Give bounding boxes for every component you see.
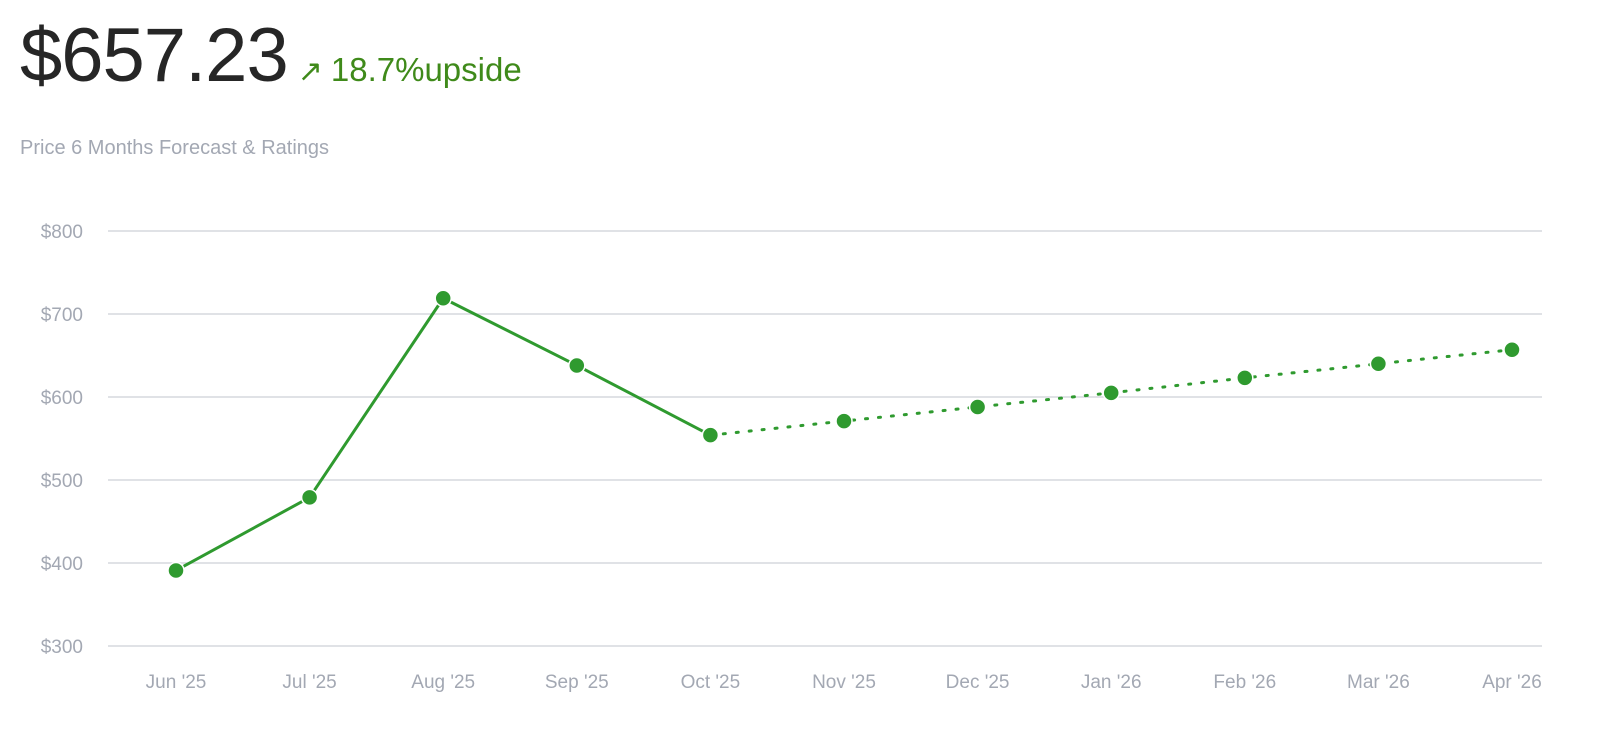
data-point[interactable]	[1503, 340, 1521, 359]
data-point[interactable]	[300, 488, 319, 507]
data-point[interactable]	[1102, 384, 1120, 402]
y-tick-label: $800	[41, 222, 83, 243]
y-tick-label: $400	[41, 554, 83, 575]
data-point[interactable]	[1369, 355, 1388, 373]
x-tick-label: Mar '26	[1347, 672, 1410, 693]
trend-up-arrow-icon: ↗	[297, 55, 323, 88]
x-tick-label: Oct '25	[681, 672, 741, 693]
y-tick-label: $700	[41, 305, 83, 326]
upside-label: upside	[424, 51, 522, 88]
y-axis: $300 $400 $500 $600 $700 $800	[41, 222, 83, 658]
history-line	[175, 296, 712, 572]
x-tick-label: Sep '25	[545, 672, 609, 693]
x-tick-label: Nov '25	[812, 672, 876, 693]
x-axis: Jun '25 Jul '25 Aug '25 Sep '25 Oct '25 Nov '…	[146, 672, 1542, 693]
series-lines	[175, 296, 1514, 572]
x-tick-label: Dec '25	[946, 672, 1010, 693]
data-point[interactable]	[1236, 369, 1254, 387]
data-point[interactable]	[568, 356, 586, 375]
x-tick-label: Aug '25	[411, 672, 475, 693]
upside-percent: 18.7%	[330, 51, 425, 88]
y-tick-label: $600	[41, 388, 83, 409]
series-points	[167, 289, 1521, 580]
data-point[interactable]	[434, 289, 452, 307]
data-point[interactable]	[701, 426, 720, 444]
x-tick-label: Feb '26	[1213, 672, 1276, 693]
x-tick-label: Jan '26	[1081, 672, 1142, 693]
y-tick-label: $500	[41, 471, 83, 492]
x-tick-label: Jun '25	[146, 672, 207, 693]
x-tick-label: Apr '26	[1482, 672, 1542, 693]
y-tick-label: $300	[41, 637, 83, 658]
data-point[interactable]	[167, 561, 185, 580]
data-point[interactable]	[835, 412, 853, 430]
data-point[interactable]	[968, 398, 987, 416]
grid-lines	[108, 230, 1542, 647]
chart-subtitle: Price 6 Months Forecast & Ratings	[20, 137, 330, 159]
price-header: $657.23 ↗ 18.7% upside	[20, 18, 522, 94]
x-tick-label: Jul '25	[282, 672, 336, 693]
upside-indicator: ↗ 18.7% upside	[298, 51, 522, 89]
current-price: $657.23	[20, 13, 289, 98]
